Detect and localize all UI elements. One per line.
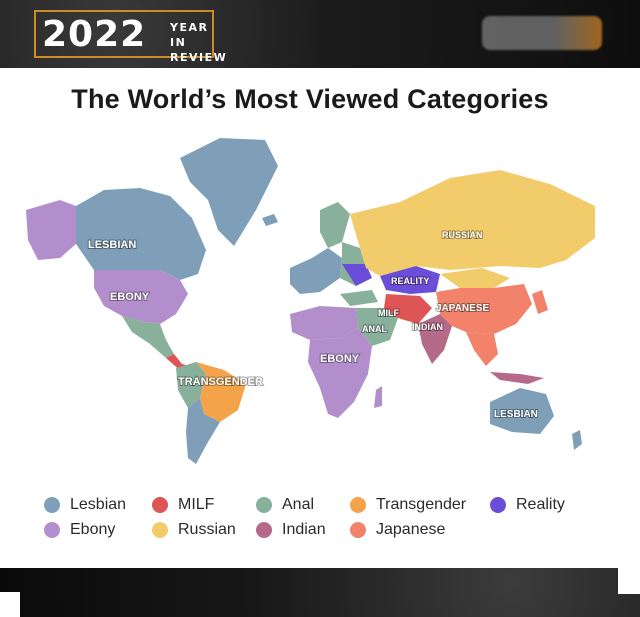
legend-item-indian: Indian: [256, 521, 326, 539]
legend-item-reality: Reality: [490, 496, 565, 514]
map-label-ebony-africa: EBONY: [320, 353, 360, 365]
year-in-review-badge: 2022 YEAR IN REVIEW: [34, 10, 226, 64]
map-label-lesbian-north-america: LESBIAN: [88, 239, 136, 251]
region-scandinavia: [320, 202, 350, 248]
page-title: The World’s Most Viewed Categories: [71, 84, 549, 114]
legend-item-ebony: Ebony: [44, 521, 115, 539]
legend-swatch-reality: [490, 497, 506, 513]
region-new-zealand: [572, 430, 582, 450]
badge-subtitle: YEAR IN REVIEW: [170, 20, 228, 65]
region-brazil: [196, 362, 246, 422]
frame-bottom-left-corner: [0, 592, 20, 617]
region-arabia: [356, 308, 398, 346]
frame-bottom-right-corner: [618, 568, 640, 594]
region-mexico: [122, 316, 174, 358]
legend-swatch-ebony: [44, 522, 60, 538]
region-india: [418, 314, 452, 364]
region-sub-saharan-africa: [308, 328, 372, 418]
legend-item-japanese: Japanese: [350, 521, 445, 539]
legend-swatch-russian: [152, 522, 168, 538]
legend-swatch-anal: [256, 497, 272, 513]
legend-label: Anal: [282, 496, 315, 513]
region-china: [436, 284, 532, 334]
map-label-milf: MILF: [378, 308, 399, 318]
region-turkey: [340, 290, 378, 306]
legend-label: Indian: [282, 521, 326, 538]
legend-item-milf: MILF: [152, 496, 214, 514]
legend-swatch-milf: [152, 497, 168, 513]
region-kazakhstan: [380, 266, 440, 294]
legend-label: Transgender: [376, 496, 467, 513]
legend-swatch-japanese: [350, 522, 366, 538]
region-southeast-asia: [466, 332, 498, 366]
badge-subtitle-line2: REVIEW: [170, 51, 228, 64]
region-iceland: [262, 214, 278, 226]
region-indonesia: [490, 372, 544, 384]
region-europe-west: [290, 248, 342, 294]
world-map: LESBIAN EBONY TRANSGENDER RUSSIAN REALIT…: [26, 138, 595, 464]
legend-label: Russian: [178, 521, 236, 538]
legend-item-russian: Russian: [152, 521, 236, 539]
frame-right-edge: [620, 68, 640, 568]
map-label-reality: REALITY: [391, 276, 430, 286]
map-label-russian: RUSSIAN: [442, 230, 483, 240]
region-north-africa: [290, 306, 358, 340]
region-australia: [490, 388, 554, 434]
region-usa: [94, 270, 188, 324]
legend-item-anal: Anal: [256, 496, 314, 514]
map-label-japanese: JAPANESE: [436, 303, 489, 314]
legend-item-transgender: Transgender: [350, 496, 466, 514]
region-madagascar: [374, 386, 382, 408]
legend-item-lesbian: Lesbian: [44, 496, 126, 514]
map-label-ebony-usa: EBONY: [110, 291, 150, 303]
map-label-lesbian-australia: LESBIAN: [494, 409, 538, 420]
legend-label: Ebony: [70, 521, 116, 538]
legend-swatch-indian: [256, 522, 272, 538]
region-mongolia: [440, 268, 510, 288]
badge-year: 2022: [42, 14, 147, 55]
region-colombia-peru: [176, 362, 206, 408]
map-label-anal: ANAL: [362, 324, 387, 334]
map-label-transgender-brazil: TRANSGENDER: [178, 376, 263, 388]
region-ukraine: [342, 264, 372, 286]
legend-label: Reality: [516, 496, 565, 513]
legend-swatch-transgender: [350, 497, 366, 513]
blurred-logo: [482, 16, 602, 50]
region-korea-japan: [532, 290, 548, 314]
region-alaska: [26, 200, 76, 260]
region-greenland: [180, 138, 278, 246]
region-iran-afg: [384, 294, 432, 324]
legend-label: Lesbian: [70, 496, 127, 513]
legend-swatch-lesbian: [44, 497, 60, 513]
badge-subtitle-line1: YEAR IN: [170, 21, 209, 49]
footer-band: [0, 568, 640, 617]
map-label-indian: INDIAN: [412, 322, 443, 332]
region-canada: [76, 188, 206, 280]
legend-label: Japanese: [376, 521, 446, 538]
legend-label: MILF: [178, 496, 215, 513]
region-south-cone: [186, 398, 220, 464]
region-russia: [350, 170, 595, 276]
